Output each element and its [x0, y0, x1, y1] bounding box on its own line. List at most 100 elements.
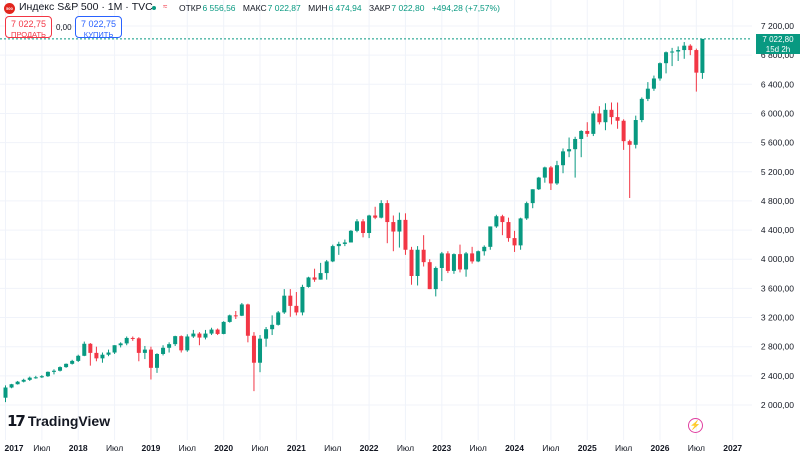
candle-up: [58, 366, 63, 372]
candle-up: [306, 276, 311, 288]
candle-up: [651, 75, 656, 91]
candle-body: [573, 138, 578, 150]
candle-body: [221, 321, 226, 334]
candle-body: [209, 329, 214, 334]
candle-up: [318, 262, 323, 280]
candle-body: [421, 249, 426, 263]
candle-up: [70, 359, 75, 365]
candle-body: [203, 333, 208, 338]
sp500-logo: 500: [4, 3, 15, 14]
buy-button[interactable]: 7 022,75 КУПИТЬ: [75, 16, 122, 39]
candle-body: [294, 305, 299, 313]
candle-body: [445, 253, 450, 271]
high-label: МАКС: [242, 3, 267, 13]
y-tick-label: 2 800,00: [761, 342, 794, 352]
close-value: 7 022,80: [391, 3, 425, 13]
candle-down: [403, 213, 408, 255]
y-tick-label: 3 600,00: [761, 283, 794, 293]
tradingview-logo[interactable]: 17 TradingView: [7, 412, 110, 430]
candle-up: [300, 284, 305, 316]
candle-down: [391, 215, 396, 252]
candle-down: [688, 44, 693, 56]
candle-up: [397, 212, 402, 248]
candle-up: [554, 160, 559, 185]
candle-body: [403, 219, 408, 250]
candle-down: [421, 235, 426, 267]
candle-down: [288, 289, 293, 317]
y-tick-label: 6 400,00: [761, 79, 794, 89]
high-value: 7 022,87: [267, 3, 301, 13]
candle-body: [282, 295, 287, 313]
candle-up: [367, 214, 372, 239]
symbol-title[interactable]: Индекс S&P 500 · 1М · TVC: [19, 1, 153, 13]
candle-down: [585, 122, 590, 137]
candle-body: [439, 253, 444, 268]
x-tick-label: 2027: [723, 443, 742, 453]
candle-body: [500, 216, 505, 223]
candle-down: [506, 217, 511, 242]
candle-down: [361, 219, 366, 238]
candle-up: [142, 345, 147, 360]
candle-up: [573, 136, 578, 178]
candle-body: [258, 338, 263, 363]
candle-down: [409, 246, 414, 285]
y-tick-label: 7 200,00: [761, 21, 794, 31]
candle-up: [167, 342, 172, 353]
candle-down: [245, 303, 250, 343]
sell-label: ПРОДАТЬ: [11, 30, 46, 39]
candle-body: [391, 222, 396, 232]
x-tick-label: 2025: [578, 443, 597, 453]
candle-up: [591, 111, 596, 137]
candle-body: [670, 51, 675, 53]
low-label: МИН: [308, 3, 328, 13]
sell-button[interactable]: 7 022,75 ПРОДАТЬ: [5, 16, 52, 39]
candle-body: [45, 371, 50, 377]
candle-body: [464, 253, 469, 270]
candle-body: [245, 304, 250, 336]
change-value: +494,28 (+7,57%): [431, 3, 500, 13]
candle-body: [615, 117, 620, 121]
candle-up: [476, 250, 481, 263]
candle-body: [9, 384, 14, 388]
y-tick-label: 3 200,00: [761, 313, 794, 323]
candle-up: [542, 166, 547, 183]
candle-body: [427, 262, 432, 290]
candle-up: [106, 349, 111, 357]
candle-up: [579, 130, 584, 158]
candle-down: [197, 332, 202, 346]
candle-body: [324, 261, 329, 274]
grid: [0, 0, 752, 440]
candle-up: [112, 345, 117, 354]
candle-body: [476, 251, 481, 262]
candle-up: [124, 336, 129, 346]
candle-up: [342, 239, 347, 247]
candle-body: [276, 312, 281, 325]
candle-body: [633, 120, 638, 145]
candle-body: [100, 354, 105, 359]
candle-up: [185, 334, 190, 352]
candle-up: [567, 137, 572, 158]
candle-body: [694, 50, 699, 73]
candle-up: [682, 42, 687, 59]
x-tick-label: Июл: [106, 443, 123, 453]
candle-down: [621, 119, 626, 150]
candle-body: [185, 336, 190, 351]
y-tick-label: 6 000,00: [761, 108, 794, 118]
candle-down: [294, 292, 299, 316]
candle-body: [585, 130, 590, 134]
candle-up: [258, 335, 263, 373]
lightning-icon[interactable]: ⚡: [688, 418, 703, 433]
candle-down: [373, 206, 378, 220]
candle-body: [512, 238, 517, 246]
last-price-label: 7 022,80 15d 2h: [756, 34, 800, 54]
candle-body: [415, 249, 420, 276]
candle-down: [615, 102, 620, 129]
y-tick-label: 4 800,00: [761, 196, 794, 206]
x-tick-label: 2026: [651, 443, 670, 453]
candle-body: [379, 203, 384, 218]
candle-up: [324, 259, 329, 280]
candle-up: [239, 302, 244, 317]
candle-body: [397, 219, 402, 232]
candle-up: [203, 329, 208, 340]
